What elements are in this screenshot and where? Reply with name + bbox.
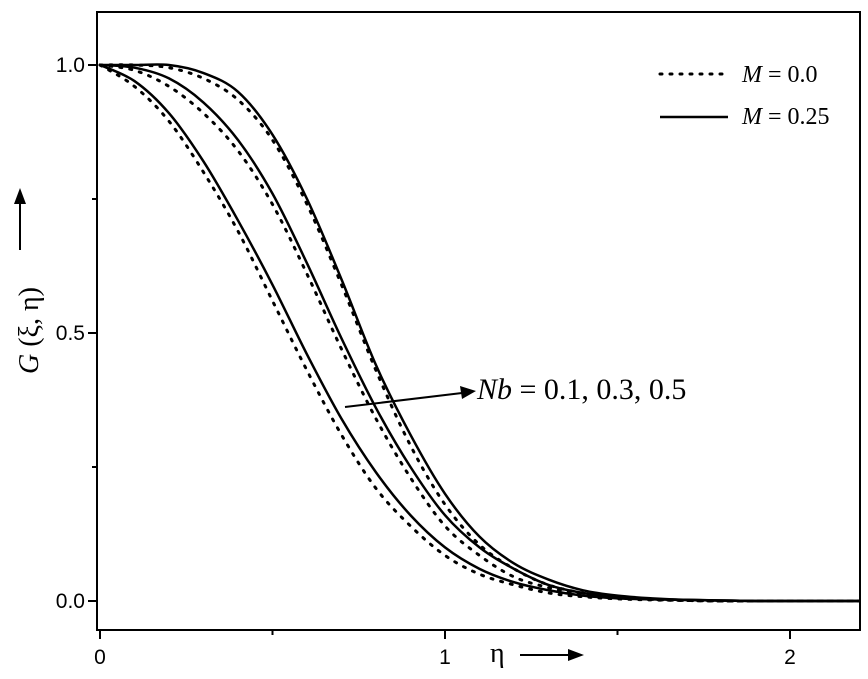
x-tick-label: 0 <box>94 646 106 669</box>
legend-label-solid: M = 0.25 <box>741 104 830 130</box>
series-line-solid-4 <box>100 63 859 603</box>
x-axis-title: η <box>490 638 584 669</box>
ticks-layer: 0 1 2 0.0 0.5 1.0 <box>56 54 796 669</box>
x-tick-label: 2 <box>784 646 796 669</box>
series-layer <box>98 63 861 603</box>
plot-frame <box>96 11 861 631</box>
y-axis-arrow-icon <box>14 188 26 250</box>
series-line-solid-2 <box>99 63 859 603</box>
nb-annotation: Nb = 0.1, 0.3, 0.5 <box>344 373 686 408</box>
x-axis-arrow-icon <box>520 649 584 661</box>
y-axis-label: G (ξ, η) <box>14 287 45 374</box>
legend-item-dotted: M = 0.0 <box>658 62 818 88</box>
series-line-dotted-3 <box>98 63 861 603</box>
legend-label-dotted: M = 0.0 <box>741 62 818 88</box>
x-tick-label: 1 <box>439 646 451 669</box>
series-line-solid-0 <box>99 63 859 603</box>
nb-arrow-line <box>344 392 463 408</box>
y-tick-label: 1.0 <box>56 54 85 77</box>
x-axis-label: η <box>490 638 505 669</box>
legend-item-solid: M = 0.25 <box>660 104 830 130</box>
legend: M = 0.0 M = 0.25 <box>658 62 830 130</box>
series-line-dotted-5 <box>98 63 861 603</box>
series-line-dotted-1 <box>98 63 861 603</box>
y-tick-label: 0.0 <box>56 590 85 613</box>
nb-arrow-head-icon <box>460 386 476 399</box>
nb-annotation-text: Nb = 0.1, 0.3, 0.5 <box>476 373 686 406</box>
y-tick-label: 0.5 <box>56 322 85 345</box>
y-axis-title: G (ξ, η) <box>14 287 45 374</box>
